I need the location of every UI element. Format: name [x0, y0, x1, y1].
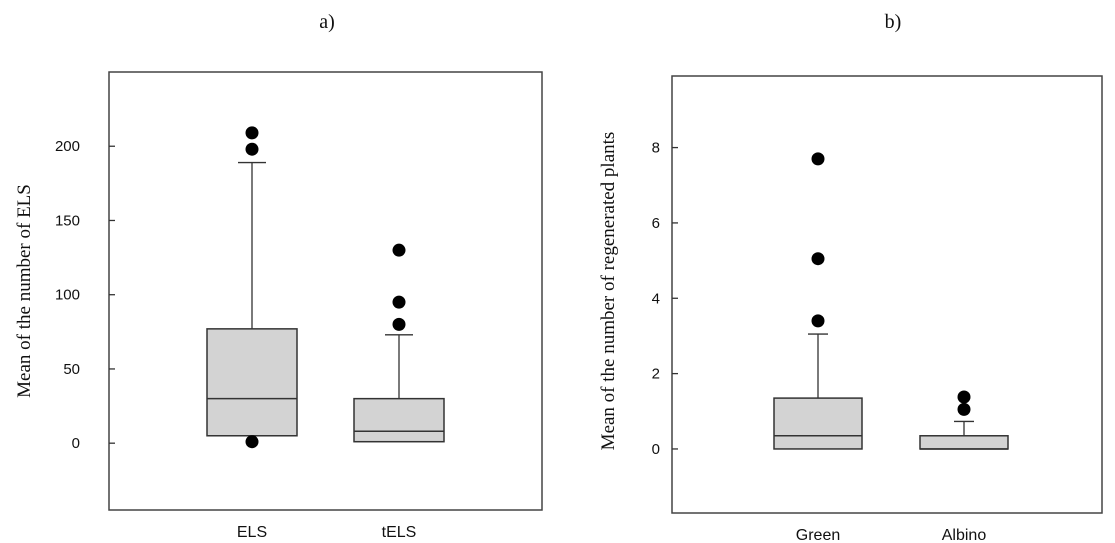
y-tick-label: 4 — [652, 290, 660, 307]
category-label-albino: Albino — [942, 527, 987, 543]
category-label-tels: tELS — [382, 524, 417, 541]
outlier-point — [245, 142, 259, 156]
panel-a-y-axis-label: Mean of the number of ELS — [14, 184, 35, 398]
y-tick-label: 0 — [652, 441, 660, 458]
panel-b-y-axis-label: Mean of the number of regenerated plants — [598, 132, 619, 451]
box-iqr — [206, 328, 298, 437]
y-tick-label: 150 — [55, 212, 80, 229]
boxplot-tels — [353, 243, 445, 443]
panel-a-category-labels: ELS tELS — [237, 524, 416, 541]
outlier-point — [392, 317, 406, 331]
panel-b: b) Mean of the number of regenerated pla… — [598, 11, 1103, 543]
panel-a-plot-frame — [108, 71, 543, 511]
y-tick-label: 6 — [652, 215, 660, 232]
panel-b-boxes — [773, 152, 1009, 450]
outlier-point — [957, 402, 971, 416]
panel-a-y-ticks: 0 50 100 150 200 — [55, 138, 115, 452]
y-tick-label: 0 — [72, 435, 80, 452]
y-tick-label: 200 — [55, 138, 80, 155]
boxplot-albino — [919, 390, 1009, 450]
y-tick-label: 100 — [55, 287, 80, 304]
outlier-point — [245, 126, 259, 140]
outlier-point — [392, 295, 406, 309]
outlier-point — [811, 314, 825, 328]
panel-b-plot-frame — [671, 75, 1103, 514]
box-iqr — [773, 397, 863, 450]
box-iqr — [353, 397, 445, 443]
boxplot-els — [206, 126, 298, 449]
category-label-els: ELS — [237, 524, 267, 541]
outlier-point — [245, 435, 259, 449]
outlier-point — [811, 252, 825, 266]
boxplot-green — [773, 152, 863, 450]
box-iqr — [919, 435, 1009, 450]
panel-b-y-ticks: 0 2 4 6 8 — [652, 140, 678, 458]
outlier-point — [392, 243, 406, 257]
y-tick-label: 2 — [652, 366, 660, 383]
panel-a-label: a) — [319, 11, 335, 33]
outlier-point — [957, 390, 971, 404]
y-tick-label: 8 — [652, 140, 660, 157]
y-tick-label: 50 — [63, 361, 80, 378]
outlier-point — [811, 152, 825, 166]
panel-a-boxes — [206, 126, 445, 449]
panel-b-category-labels: Green Albino — [796, 527, 987, 543]
panel-a: a) Mean of the number of ELS 0 50 100 150 20… — [14, 11, 543, 541]
category-label-green: Green — [796, 527, 840, 543]
panel-b-label: b) — [885, 11, 902, 33]
